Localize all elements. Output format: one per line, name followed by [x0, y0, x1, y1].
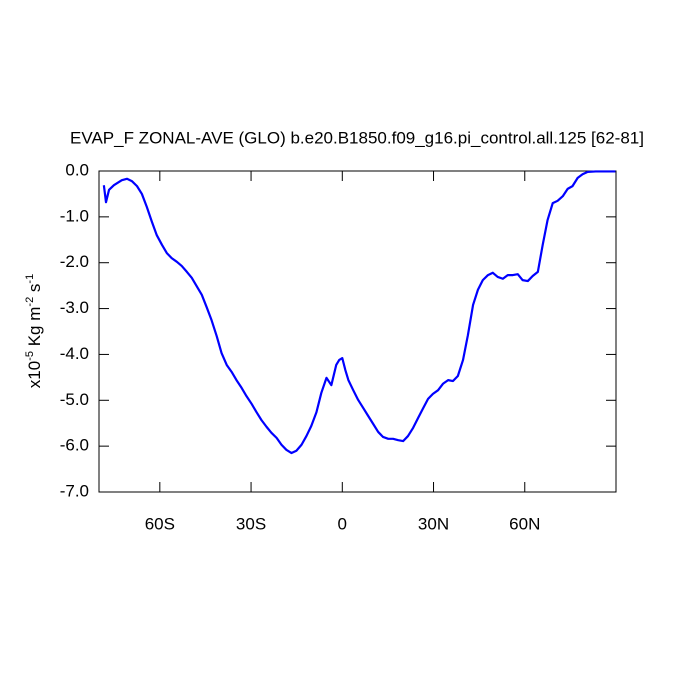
y-label-text: x10 — [25, 361, 44, 388]
y-axis-label: x10-5 Kg m-2 s-1 — [24, 274, 45, 388]
y-tick-label: -7.0 — [60, 481, 89, 500]
x-tick-label: 0 — [338, 514, 347, 533]
x-tick-label: 30S — [236, 514, 266, 533]
y-label-superscript: -5 — [24, 351, 36, 361]
x-tick-label: 60N — [509, 514, 540, 533]
y-tick-label: -5.0 — [60, 390, 89, 409]
y-tick-label: -1.0 — [60, 206, 89, 225]
y-tick-label: -6.0 — [60, 436, 89, 455]
y-label-superscript: -2 — [24, 297, 36, 307]
y-tick-label: -2.0 — [60, 252, 89, 271]
y-tick-label: 0.0 — [65, 160, 89, 179]
y-tick-label: -4.0 — [60, 344, 89, 363]
plot-frame — [98, 170, 617, 493]
y-label-text: Kg m — [25, 307, 44, 351]
x-tick-label: 30N — [418, 514, 449, 533]
y-label-text: s — [25, 284, 44, 297]
x-tick-label: 60S — [145, 514, 175, 533]
chart-title: EVAP_F ZONAL-AVE (GLO) b.e20.B1850.f09_g… — [70, 128, 644, 147]
y-tick-label: -3.0 — [60, 298, 89, 317]
y-label-superscript: -1 — [24, 274, 36, 284]
data-line — [102, 170, 616, 455]
